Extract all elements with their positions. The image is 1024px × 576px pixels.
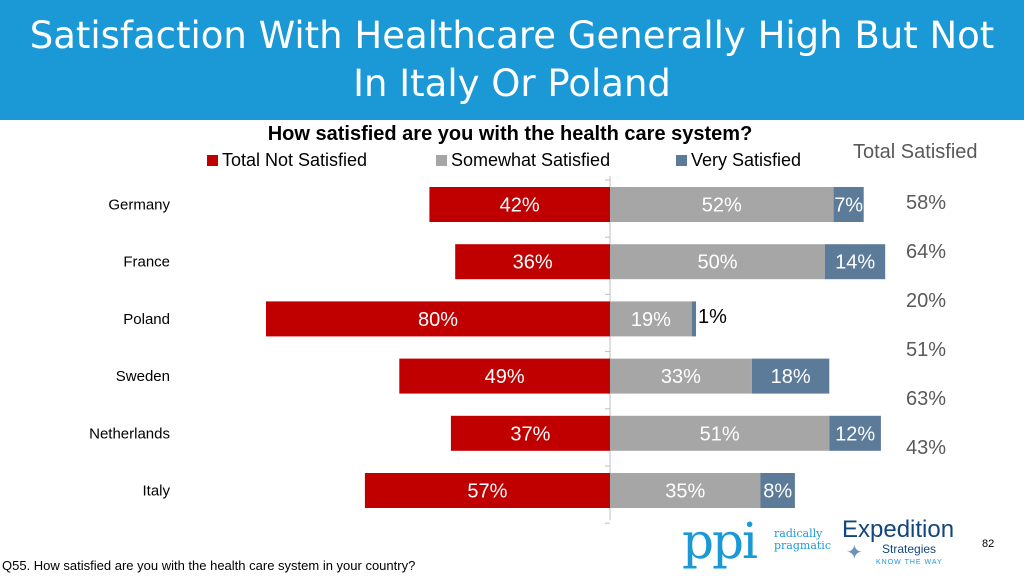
data-label: 33% (661, 366, 701, 388)
ppi-logo: ppi radically pragmatic (682, 512, 831, 570)
legend-label-not-satisfied: Total Not Satisfied (222, 150, 368, 170)
data-label: 8% (763, 481, 792, 503)
total-satisfied-value: 64% (906, 241, 947, 263)
data-label: 1% (698, 306, 727, 328)
total-satisfied-value: 20% (906, 290, 947, 312)
bar-total-not-satisfied (429, 187, 610, 222)
data-label: 52% (702, 195, 742, 217)
data-label: 19% (631, 309, 671, 331)
data-label: 18% (771, 366, 811, 388)
bar-very-satisfied (829, 415, 881, 451)
category-label: Germany (108, 197, 170, 214)
chart-legend: Total Not Satisfied Somewhat Satisfied V… (0, 150, 830, 174)
category-label: Netherlands (89, 425, 170, 442)
data-label: 35% (665, 481, 705, 503)
total-satisfied-header: Total Satisfied (853, 141, 978, 163)
bar-somewhat-satisfied (610, 244, 825, 280)
compass-star-icon: ✦ (846, 542, 863, 564)
bar-very-satisfied (833, 187, 864, 222)
legend-item-somewhat-satisfied: Somewhat Satisfied (436, 150, 610, 171)
category-label: Italy (142, 483, 170, 500)
legend-swatch-not-satisfied (207, 155, 218, 166)
data-label: 12% (835, 423, 875, 445)
title-bar: Satisfaction With Healthcare Generally H… (0, 0, 1024, 120)
legend-label-somewhat-satisfied: Somewhat Satisfied (451, 150, 611, 170)
ppi-tagline: radically pragmatic (774, 528, 844, 552)
bar-total-not-satisfied (364, 473, 610, 508)
legend-swatch-very-satisfied (676, 155, 687, 166)
legend-item-very-satisfied: Very Satisfied (676, 150, 801, 171)
bar-very-satisfied (760, 473, 795, 508)
data-label: 36% (513, 252, 553, 274)
total-satisfied-value: 43% (906, 437, 947, 459)
total-satisfied-value: 58% (906, 192, 947, 214)
data-label: 42% (500, 195, 540, 217)
expedition-name: Expedition (842, 516, 955, 543)
category-label: France (123, 254, 170, 271)
bar-somewhat-satisfied (610, 415, 830, 451)
bar-somewhat-satisfied (610, 473, 761, 508)
bar-somewhat-satisfied (610, 358, 752, 394)
bar-very-satisfied (751, 358, 830, 394)
ppi-tagline-line-1: radically (774, 527, 823, 540)
bar-somewhat-satisfied (610, 187, 834, 222)
bar-very-satisfied (691, 301, 696, 337)
ppi-mark: ppi (682, 512, 758, 570)
category-label: Poland (123, 311, 170, 328)
legend-swatch-somewhat-satisfied (436, 155, 447, 166)
data-label: 50% (697, 252, 737, 274)
bar-total-not-satisfied (399, 358, 610, 394)
expedition-strategies-logo: Expedition ✦ Strategies KNOW THE WAY (842, 516, 955, 567)
data-label: 49% (485, 366, 525, 388)
total-satisfied-value: 51% (906, 339, 947, 361)
bar-total-not-satisfied (266, 301, 610, 337)
data-label: 7% (834, 195, 863, 217)
expedition-tagline: KNOW THE WAY (876, 559, 943, 566)
data-label: 14% (835, 252, 875, 274)
data-label: 51% (700, 423, 740, 445)
legend-label-very-satisfied: Very Satisfied (691, 150, 802, 170)
legend-item-not-satisfied: Total Not Satisfied (207, 150, 367, 171)
data-label: 80% (418, 309, 458, 331)
expedition-sub: Strategies (882, 542, 937, 556)
bar-total-not-satisfied (455, 244, 610, 280)
chart-title: How satisfied are you with the health ca… (267, 123, 753, 145)
bar-somewhat-satisfied (610, 301, 692, 337)
page-number: 82 (982, 538, 995, 550)
bar-very-satisfied (825, 244, 886, 280)
data-label: 37% (510, 423, 550, 445)
ppi-tagline-line-2: pragmatic (774, 539, 831, 552)
bar-total-not-satisfied (450, 415, 610, 451)
slide-title: Satisfaction With Healthcare Generally H… (29, 14, 995, 105)
category-label: Sweden (116, 368, 170, 385)
data-label: 57% (467, 481, 507, 503)
footnote: Q55. How satisfied are you with the heal… (2, 558, 416, 573)
total-satisfied-value: 63% (906, 388, 947, 410)
